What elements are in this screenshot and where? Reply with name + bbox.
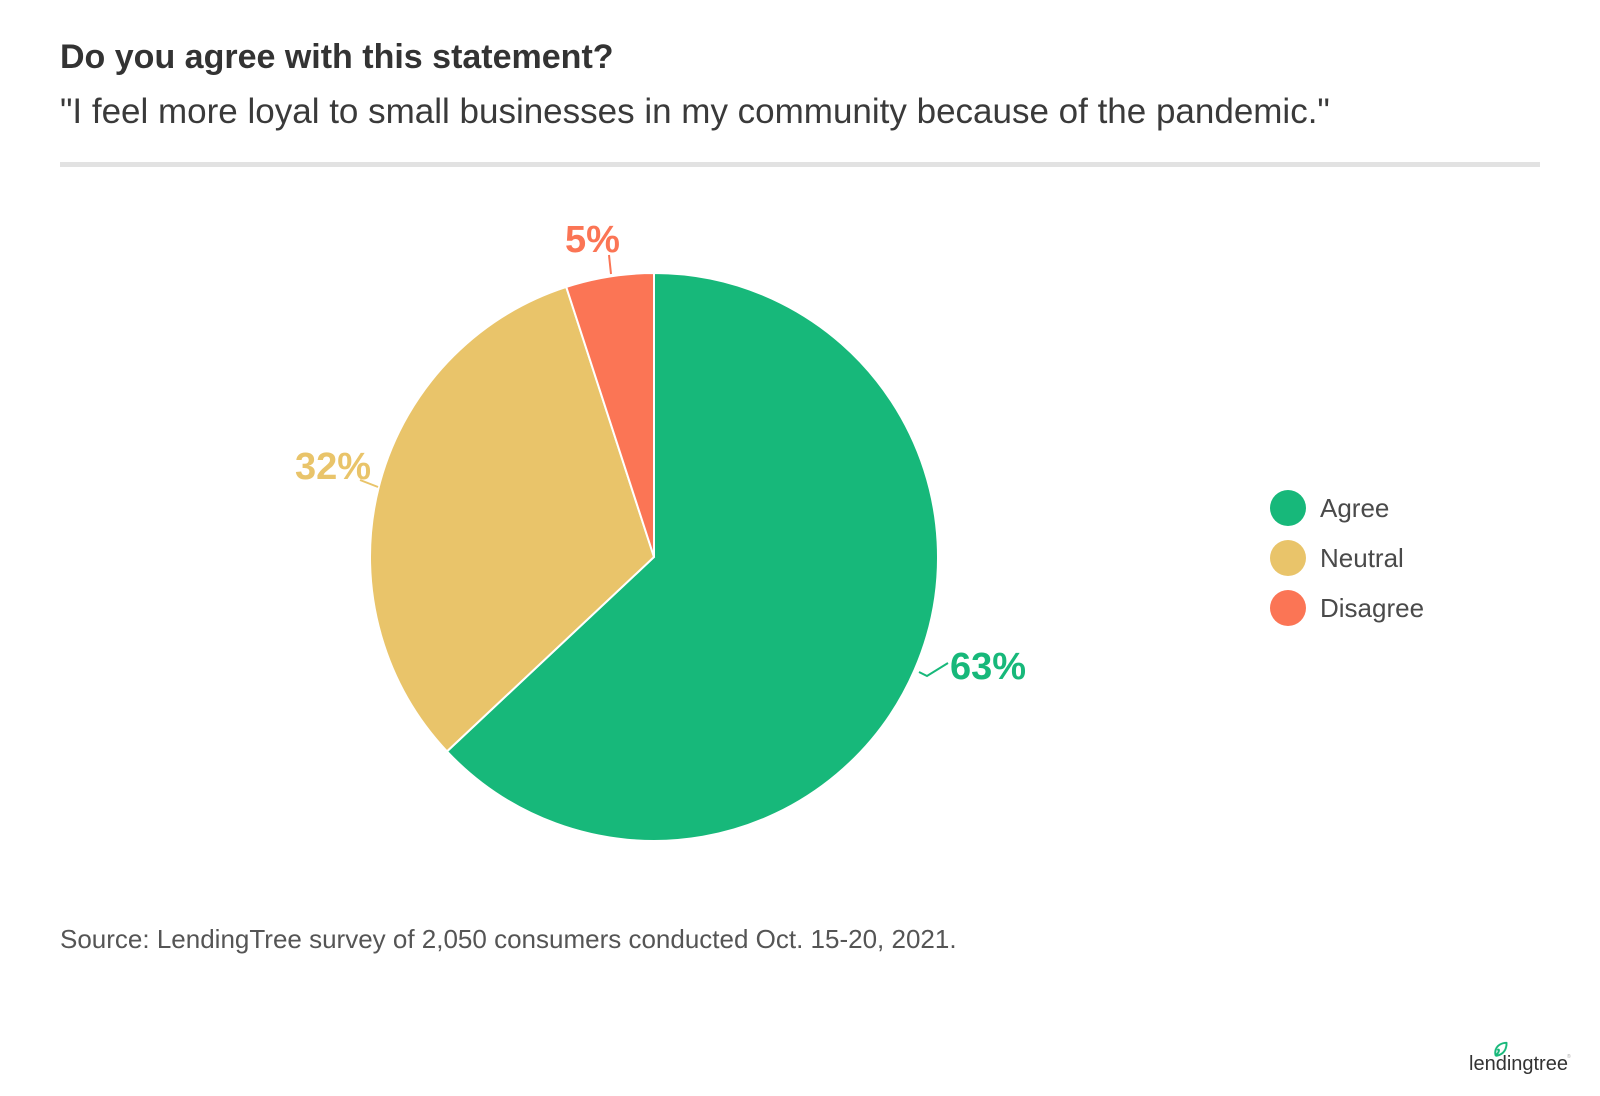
svg-text:32%: 32%: [295, 446, 371, 488]
svg-text:®: ®: [1567, 1053, 1571, 1060]
svg-text:5%: 5%: [565, 219, 620, 261]
svg-text:lendingtree: lendingtree: [1469, 1053, 1568, 1075]
svg-text:63%: 63%: [950, 646, 1026, 688]
